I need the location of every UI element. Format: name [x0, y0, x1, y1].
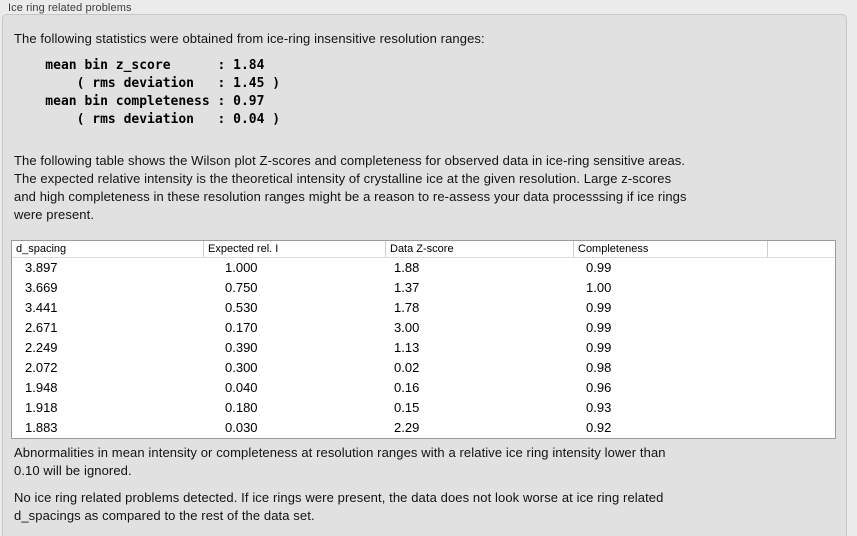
table-cell: 2.671 — [25, 320, 58, 335]
table-cell: 1.000 — [225, 260, 258, 275]
table-cell: 0.98 — [586, 360, 612, 375]
table-row[interactable]: 2.249 0.390 1.13 0.99 — [12, 338, 835, 358]
table-row[interactable]: 3.669 0.750 1.37 1.00 — [12, 278, 835, 298]
table-cell: 1.37 — [394, 280, 420, 295]
table-cell: 0.300 — [225, 360, 258, 375]
table-cell: 2.29 — [394, 420, 420, 435]
table-row[interactable]: 3.441 0.530 1.78 0.99 — [12, 298, 835, 318]
table-cell: 1.13 — [394, 340, 420, 355]
statistics-block: mean bin z_score : 1.84 ( rms deviation … — [45, 58, 281, 127]
column-header-empty[interactable] — [768, 241, 835, 257]
table-cell: 0.530 — [225, 300, 258, 315]
table-cell: 1.948 — [25, 380, 58, 395]
column-header-d-spacing[interactable]: d_spacing — [12, 241, 204, 257]
table-cell: 0.99 — [586, 300, 612, 315]
ice-ring-table[interactable]: d_spacing Expected rel. I Data Z-score Comp… — [11, 240, 836, 439]
table-cell: 3.441 — [25, 300, 58, 315]
table-cell: 1.00 — [586, 280, 612, 295]
column-header-expected-rel-i[interactable]: Expected rel. I — [204, 241, 386, 257]
table-cell: 0.030 — [225, 420, 258, 435]
table-cell: 3.669 — [25, 280, 58, 295]
table-body: 3.897 1.000 1.88 0.99 3.669 0.750 1.37 1.00 3.44… — [12, 258, 835, 438]
table-cell: 1.918 — [25, 400, 58, 415]
intro-text: The following statistics were obtained f… — [14, 31, 485, 46]
table-cell: 0.16 — [394, 380, 420, 395]
table-row[interactable]: 1.948 0.040 0.16 0.96 — [12, 378, 835, 398]
table-cell: 0.93 — [586, 400, 612, 415]
table-cell: 3.00 — [394, 320, 420, 335]
table-cell: 0.15 — [394, 400, 420, 415]
table-row[interactable]: 1.918 0.180 0.15 0.93 — [12, 398, 835, 418]
section-title: Ice ring related problems — [8, 2, 132, 14]
table-header-row: d_spacing Expected rel. I Data Z-score Comp… — [12, 241, 835, 258]
table-cell: 2.249 — [25, 340, 58, 355]
table-cell — [768, 418, 835, 438]
table-cell — [768, 378, 835, 398]
table-cell: 3.897 — [25, 260, 58, 275]
table-cell: 0.040 — [225, 380, 258, 395]
table-cell: 0.02 — [394, 360, 420, 375]
conclusion-text: No ice ring related problems detected. I… — [14, 490, 664, 523]
table-cell: 1.88 — [394, 260, 420, 275]
table-cell — [768, 338, 835, 358]
table-cell: 0.92 — [586, 420, 612, 435]
table-cell — [768, 358, 835, 378]
table-cell: 0.390 — [225, 340, 258, 355]
table-row[interactable]: 3.897 1.000 1.88 0.99 — [12, 258, 835, 278]
table-cell — [768, 258, 835, 278]
table-cell: 0.96 — [586, 380, 612, 395]
table-row[interactable]: 1.883 0.030 2.29 0.92 — [12, 418, 835, 438]
table-row[interactable]: 2.671 0.170 3.00 0.99 — [12, 318, 835, 338]
table-cell — [768, 318, 835, 338]
table-row[interactable]: 2.072 0.300 0.02 0.98 — [12, 358, 835, 378]
table-cell: 1.78 — [394, 300, 420, 315]
table-description-text: The following table shows the Wilson plo… — [14, 153, 687, 222]
table-cell: 0.99 — [586, 320, 612, 335]
column-header-completeness[interactable]: Completeness — [574, 241, 768, 257]
table-cell: 0.99 — [586, 340, 612, 355]
table-cell: 0.750 — [225, 280, 258, 295]
table-cell: 0.99 — [586, 260, 612, 275]
table-cell — [768, 398, 835, 418]
column-header-data-z-score[interactable]: Data Z-score — [386, 241, 574, 257]
table-cell: 0.180 — [225, 400, 258, 415]
table-cell: 1.883 — [25, 420, 58, 435]
table-cell: 2.072 — [25, 360, 58, 375]
ignore-note-text: Abnormalities in mean intensity or compl… — [14, 445, 666, 478]
table-cell — [768, 278, 835, 298]
table-cell: 0.170 — [225, 320, 258, 335]
table-cell — [768, 298, 835, 318]
